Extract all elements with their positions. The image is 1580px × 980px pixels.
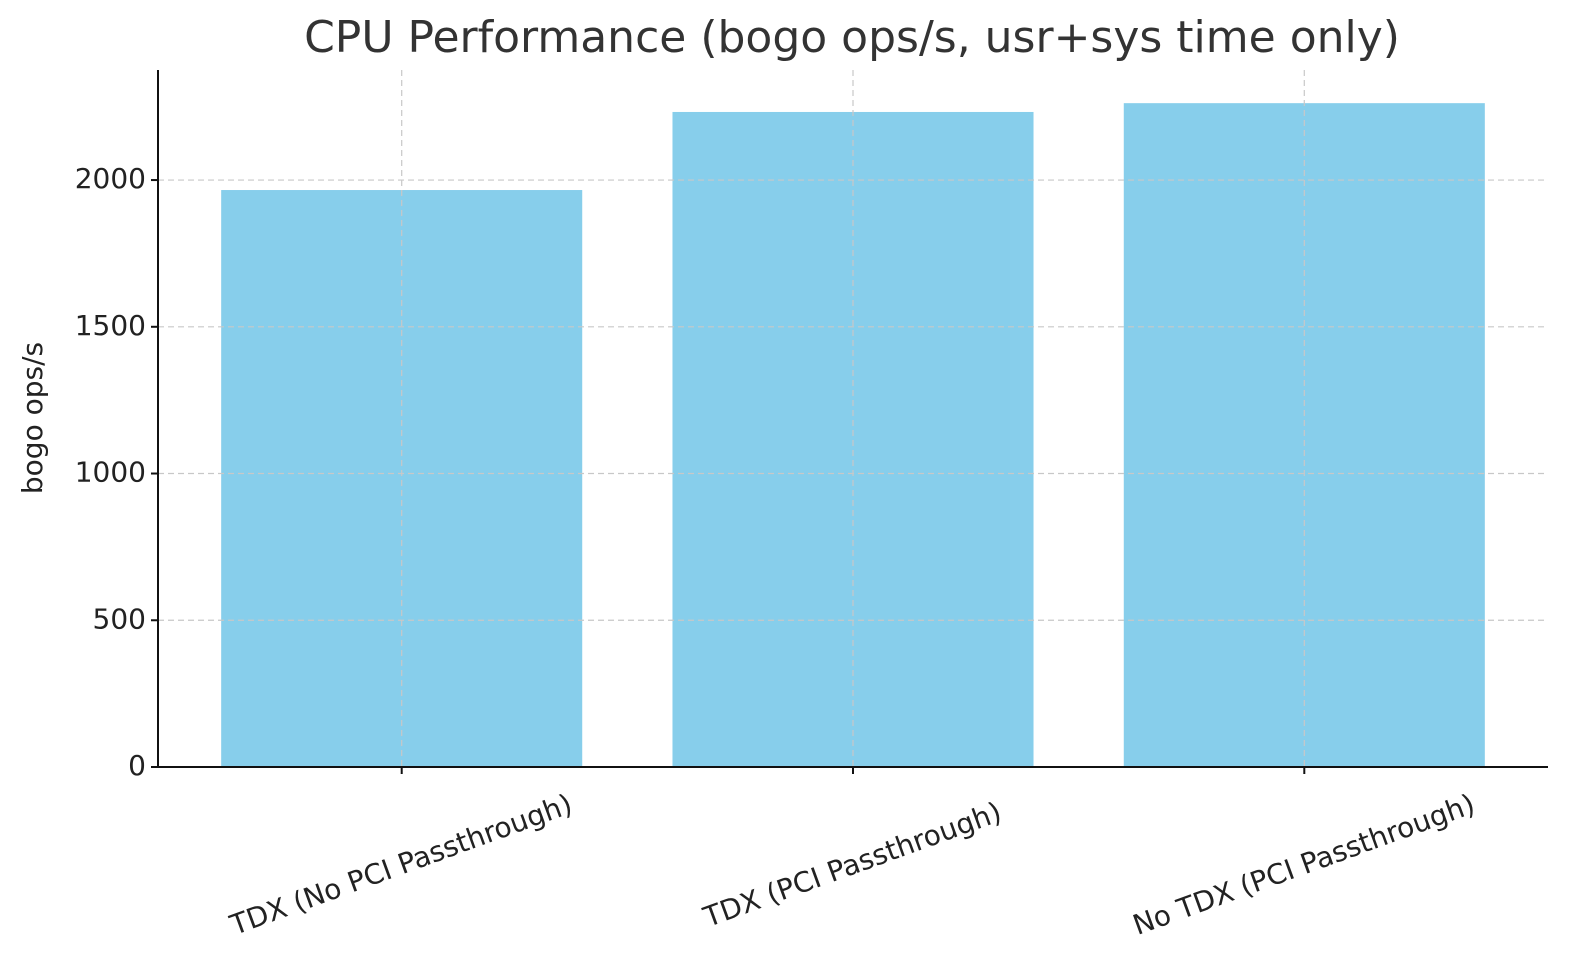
x-tick-label: No TDX (PCI Passthrough) (1128, 787, 1479, 942)
x-tick-label: TDX (PCI Passthrough) (698, 795, 1005, 934)
x-tick-label: TDX (No PCI Passthrough) (225, 787, 577, 942)
y-axis-label: bogo ops/s (16, 342, 49, 494)
y-tick-label: 1500 (75, 309, 146, 342)
y-tick-label: 500 (93, 602, 146, 635)
y-tick-label: 0 (128, 749, 146, 782)
chart-title: CPU Performance (bogo ops/s, usr+sys tim… (304, 12, 1400, 63)
y-tick-label: 2000 (75, 162, 146, 195)
y-tick-label: 1000 (75, 456, 146, 489)
